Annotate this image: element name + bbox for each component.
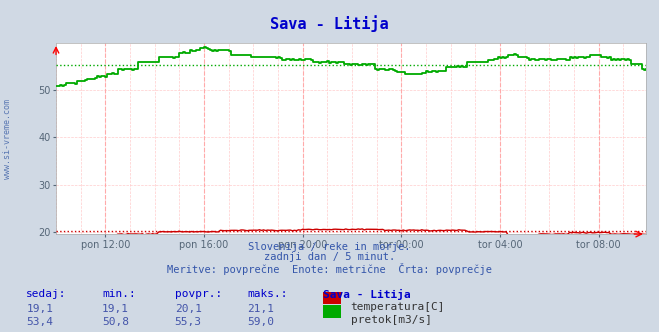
Text: Sava - Litija: Sava - Litija [323,289,411,300]
Text: Slovenija / reke in morje.: Slovenija / reke in morje. [248,242,411,252]
Text: 55,3: 55,3 [175,317,202,327]
Text: 21,1: 21,1 [247,304,274,314]
Text: www.si-vreme.com: www.si-vreme.com [3,100,13,179]
Text: Meritve: povprečne  Enote: metrične  Črta: povprečje: Meritve: povprečne Enote: metrične Črta:… [167,263,492,275]
Text: 50,8: 50,8 [102,317,129,327]
Text: zadnji dan / 5 minut.: zadnji dan / 5 minut. [264,252,395,262]
Text: sedaj:: sedaj: [26,289,67,299]
Text: 19,1: 19,1 [26,304,53,314]
Text: 53,4: 53,4 [26,317,53,327]
Text: Sava - Litija: Sava - Litija [270,15,389,32]
Text: 20,1: 20,1 [175,304,202,314]
Text: min.:: min.: [102,289,136,299]
Text: povpr.:: povpr.: [175,289,222,299]
Text: 59,0: 59,0 [247,317,274,327]
Text: maks.:: maks.: [247,289,287,299]
Text: 19,1: 19,1 [102,304,129,314]
Text: pretok[m3/s]: pretok[m3/s] [351,315,432,325]
Text: temperatura[C]: temperatura[C] [351,302,445,312]
